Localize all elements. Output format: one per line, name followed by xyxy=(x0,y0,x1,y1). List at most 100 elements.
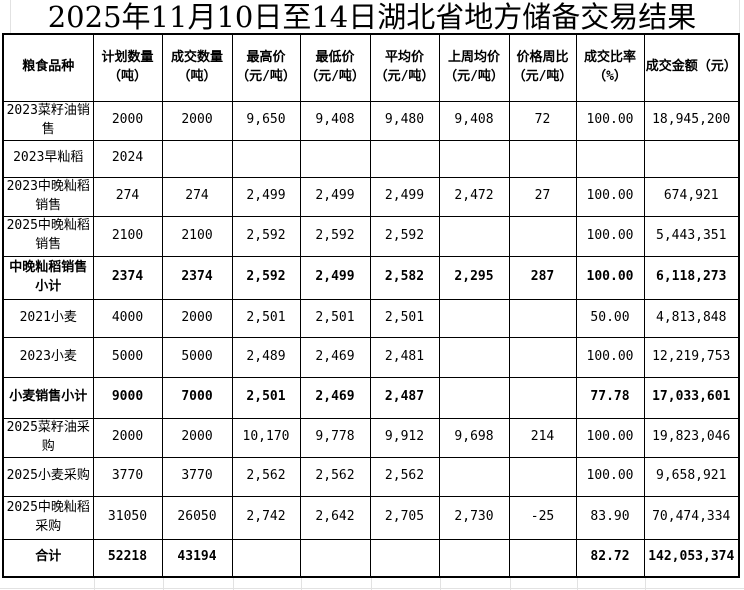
cell: 2,501 xyxy=(231,298,301,338)
sheet-gridline xyxy=(163,578,164,590)
cell: 3770 xyxy=(161,456,233,497)
cell: 274 xyxy=(161,176,233,217)
cell: 100.00 xyxy=(575,336,645,378)
cell: 2,499 xyxy=(299,255,371,300)
cell xyxy=(643,139,740,178)
cell: 26050 xyxy=(161,495,233,540)
cell xyxy=(299,538,371,578)
cell: 2,592 xyxy=(231,255,301,300)
cell xyxy=(438,538,510,578)
cell: 2100 xyxy=(161,215,233,257)
table-row: 2023菜籽油销售 2000 2000 9,650 9,408 9,480 9,408 72 1… xyxy=(2,100,740,141)
col-header-5: 平均价 （元/吨） xyxy=(369,33,440,102)
cell: 142,053,374 xyxy=(643,538,740,578)
col-header-7: 价格周比 （元/吨） xyxy=(508,33,577,102)
table-row: 合计 52218 43194 82.72 142,053,374 xyxy=(2,538,740,578)
row-label: 小麦销售小计 xyxy=(2,376,94,419)
cell xyxy=(508,215,577,257)
cell: 27 xyxy=(508,176,577,217)
col-header-9: 成交金额（元） xyxy=(643,33,740,102)
cell: 17,033,601 xyxy=(643,376,740,419)
cell xyxy=(438,376,510,419)
cell: 2,481 xyxy=(369,336,440,378)
page-title: 2025年11月10日至14日湖北省地方储备交易结果 xyxy=(47,0,697,34)
row-label: 2025菜籽油采购 xyxy=(2,417,94,458)
cell: 2,582 xyxy=(369,255,440,300)
cell: 77.78 xyxy=(575,376,645,419)
row-label: 合计 xyxy=(2,538,94,578)
row-label: 2023早籼稻 xyxy=(2,139,94,178)
cell xyxy=(369,139,440,178)
cell: 2,499 xyxy=(299,176,371,217)
cell: 100.00 xyxy=(575,215,645,257)
table-row: 2025小麦采购 3770 3770 2,562 2,562 2,562 100.00 9,6… xyxy=(2,456,740,497)
col-header-4: 最低价 （元/吨） xyxy=(299,33,371,102)
cell: 2000 xyxy=(161,100,233,141)
cell: 100.00 xyxy=(575,176,645,217)
sheet-gridline xyxy=(233,578,234,590)
cell: 2374 xyxy=(92,255,163,300)
cell xyxy=(438,215,510,257)
cell xyxy=(508,336,577,378)
row-label: 2023小麦 xyxy=(2,336,94,378)
cell: 82.72 xyxy=(575,538,645,578)
col-header-3: 最高价 （元/吨） xyxy=(231,33,301,102)
cell: -25 xyxy=(508,495,577,540)
row-label: 中晚籼稻销售小计 xyxy=(2,255,94,300)
cell: 5000 xyxy=(92,336,163,378)
cell: 2,592 xyxy=(299,215,371,257)
cell: 9,408 xyxy=(299,100,371,141)
cell xyxy=(231,139,301,178)
cell: 2,295 xyxy=(438,255,510,300)
row-label: 2025中晚籼稻销售 xyxy=(2,215,94,257)
cell xyxy=(508,538,577,578)
cell xyxy=(508,376,577,419)
cell: 9,650 xyxy=(231,100,301,141)
sheet-gridline xyxy=(94,578,95,590)
cell: 9,658,921 xyxy=(643,456,740,497)
sheet-gridline xyxy=(510,578,511,590)
cell: 52218 xyxy=(92,538,163,578)
cell xyxy=(438,456,510,497)
cell: 2100 xyxy=(92,215,163,257)
table-row: 2023中晚籼稻销售 274 274 2,499 2,499 2,499 2,472 27 10… xyxy=(2,176,740,217)
cell: 2,730 xyxy=(438,495,510,540)
row-label: 2025小麦采购 xyxy=(2,456,94,497)
table-body: 2023菜籽油销售 2000 2000 9,650 9,408 9,480 9,408 72 1… xyxy=(2,100,740,578)
cell: 2,592 xyxy=(231,215,301,257)
cell: 2,472 xyxy=(438,176,510,217)
table-row: 2025中晚籼稻销售 2100 2100 2,592 2,592 2,592 100.00 5… xyxy=(2,215,740,257)
cell: 2,501 xyxy=(369,298,440,338)
col-header-8: 成交比率 （%） xyxy=(575,33,645,102)
cell: 2024 xyxy=(92,139,163,178)
table-row: 2023小麦 5000 5000 2,489 2,469 2,481 100.00 12,21… xyxy=(2,336,740,378)
cell: 2,742 xyxy=(231,495,301,540)
sheet-gridline xyxy=(739,0,740,33)
cell: 2,499 xyxy=(369,176,440,217)
cell: 2374 xyxy=(161,255,233,300)
cell: 2,499 xyxy=(231,176,301,217)
cell: 43194 xyxy=(161,538,233,578)
cell: 2000 xyxy=(92,100,163,141)
cell: 100.00 xyxy=(575,417,645,458)
cell: 214 xyxy=(508,417,577,458)
cell: 2,489 xyxy=(231,336,301,378)
cell xyxy=(438,298,510,338)
cell: 100.00 xyxy=(575,100,645,141)
cell: 2,592 xyxy=(369,215,440,257)
row-label: 2023中晚籼稻销售 xyxy=(2,176,94,217)
table-row: 2023早籼稻 2024 xyxy=(2,139,740,178)
cell: 674,921 xyxy=(643,176,740,217)
cell: 274 xyxy=(92,176,163,217)
cell: 18,945,200 xyxy=(643,100,740,141)
cell xyxy=(575,139,645,178)
cell: 72 xyxy=(508,100,577,141)
cell: 83.90 xyxy=(575,495,645,540)
table-header: 粮食品种 计划数量 （吨） 成交数量 （吨） 最高价 （元/吨） 最低价 （元/吨） 平均… xyxy=(2,33,740,102)
cell: 50.00 xyxy=(575,298,645,338)
cell xyxy=(508,456,577,497)
cell: 10,170 xyxy=(231,417,301,458)
cell: 70,474,334 xyxy=(643,495,740,540)
cell: 2,487 xyxy=(369,376,440,419)
